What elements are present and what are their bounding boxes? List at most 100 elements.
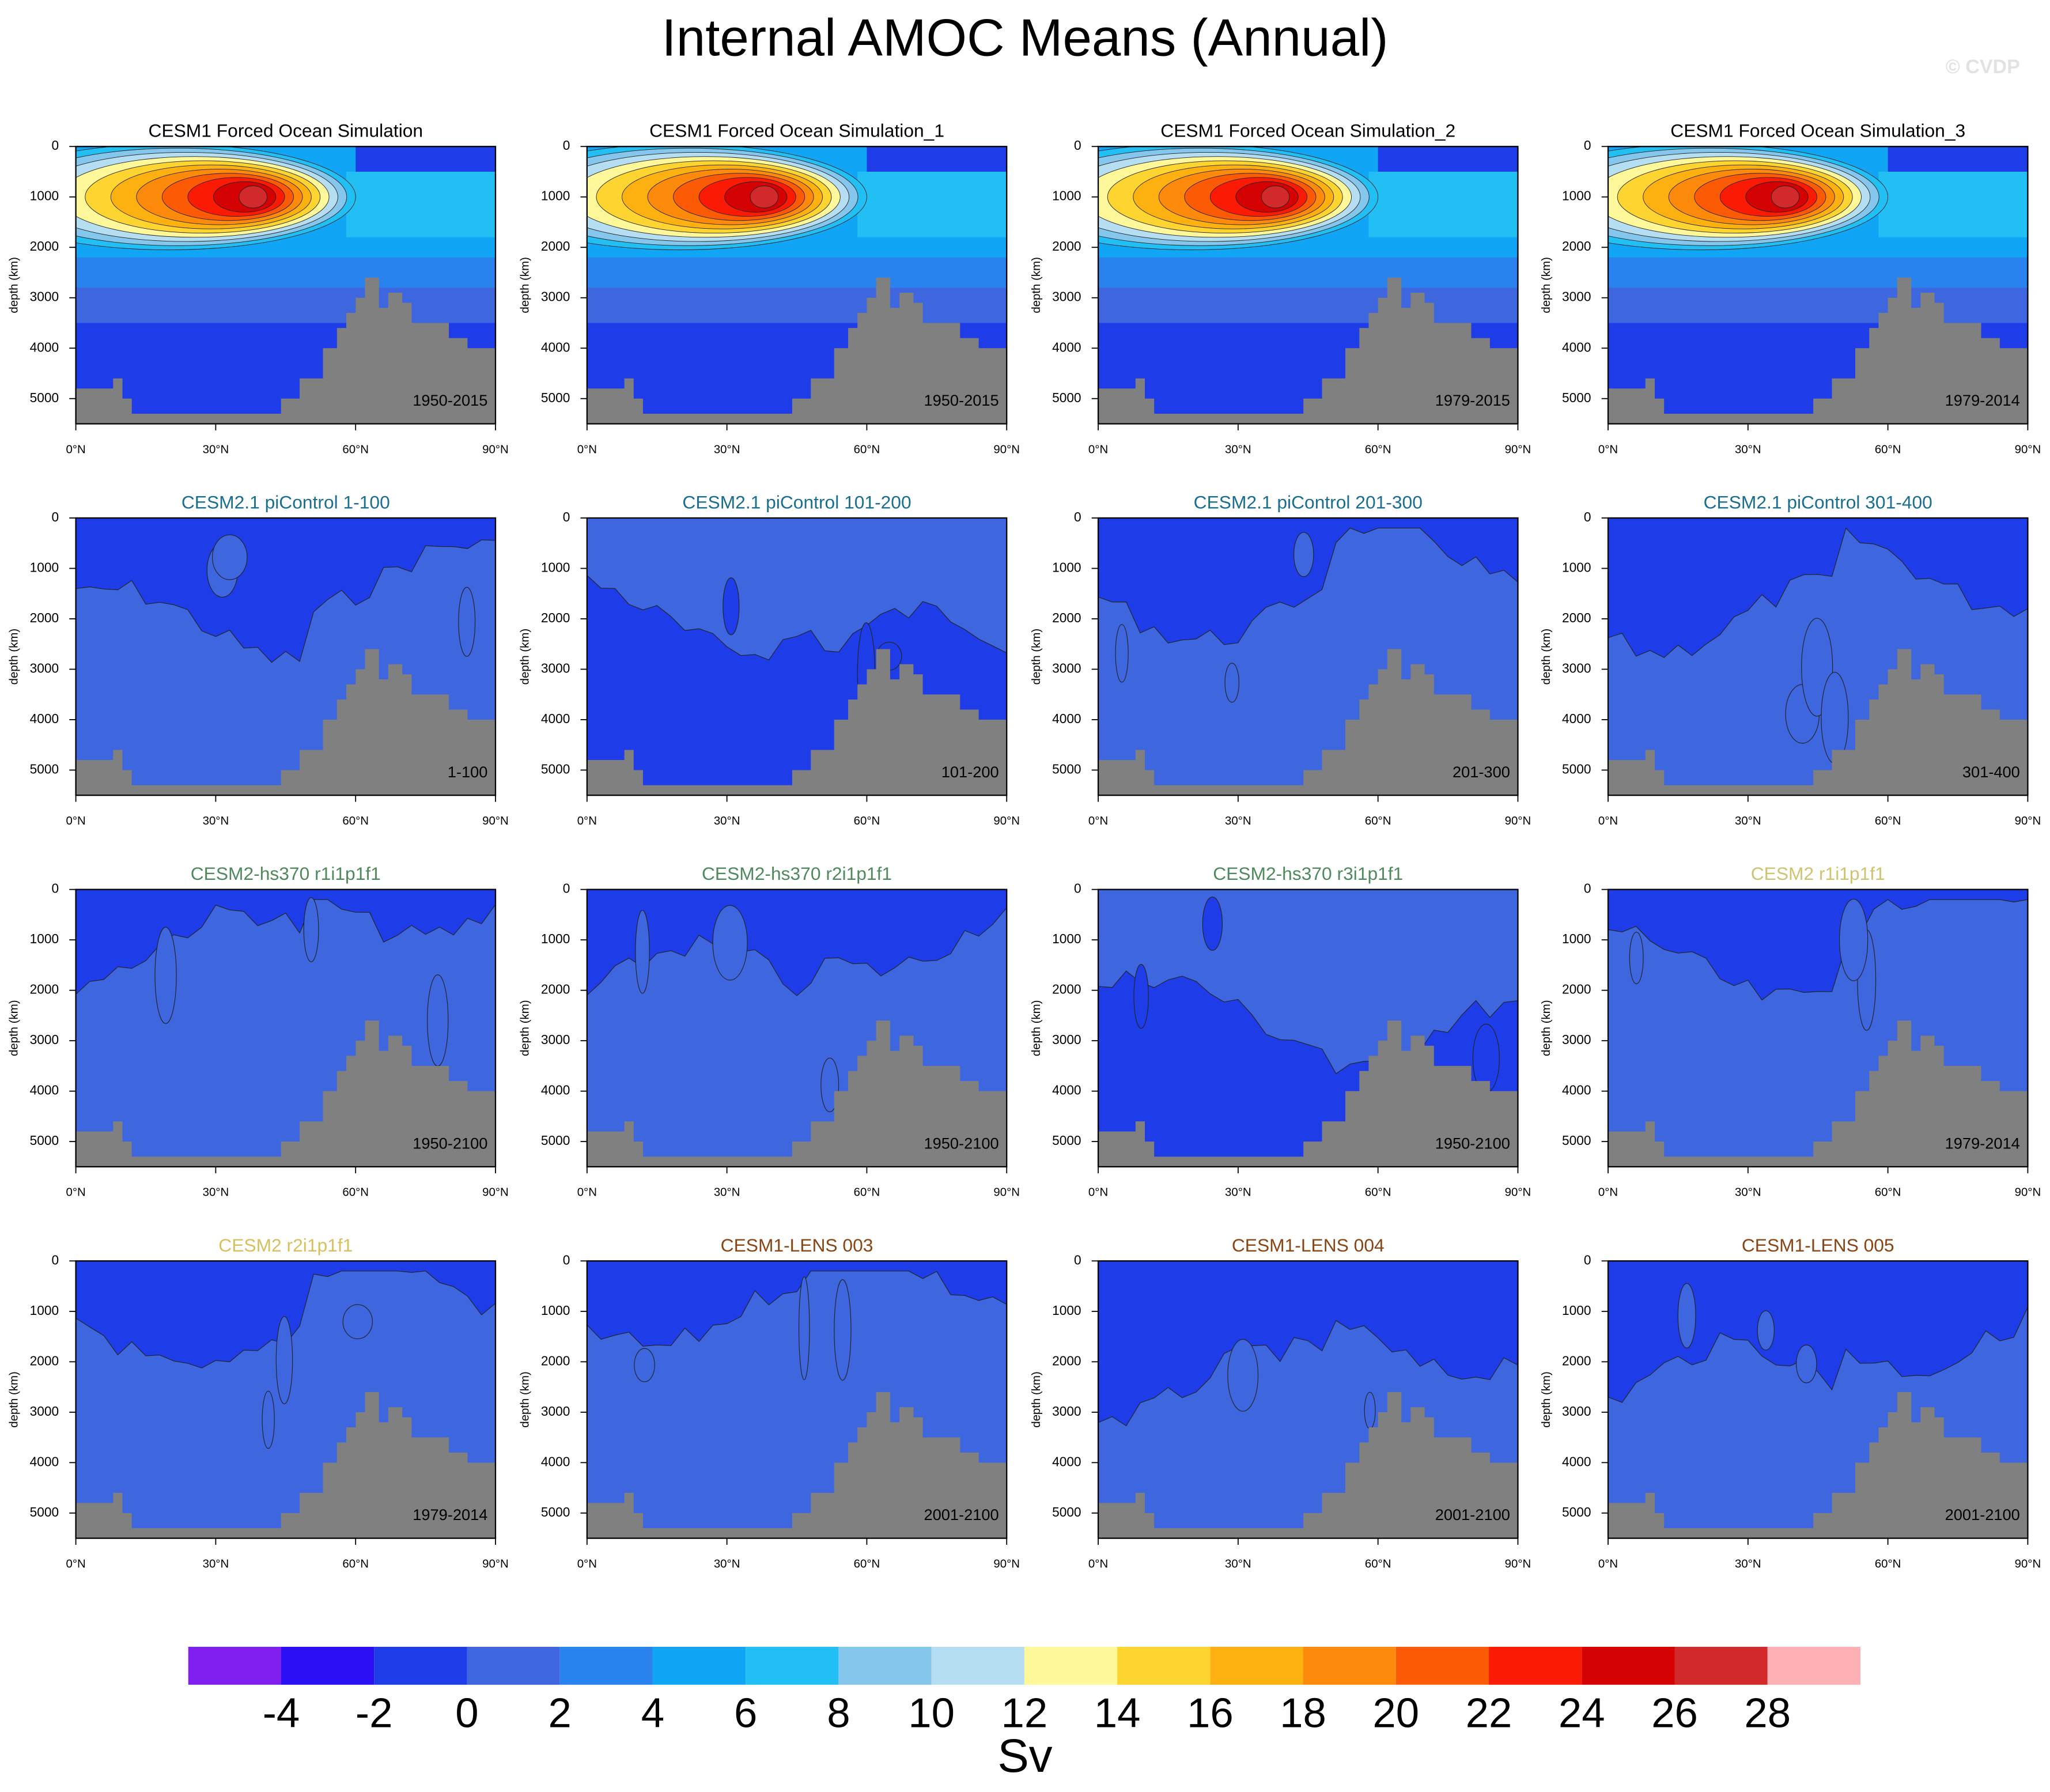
y-tick-label: 0 [1074, 509, 1081, 524]
x-tick-label: 90°N [2015, 815, 2041, 827]
contour-fill [1608, 889, 2028, 1001]
x-tick-label: 0°N [66, 1557, 85, 1570]
plot-frame [586, 146, 1008, 425]
colorbar-label: 22 [1466, 1690, 1512, 1737]
colorbar-box [1582, 1647, 1675, 1685]
y-tick-label: 1000 [30, 188, 59, 203]
contour-fill [587, 1261, 1007, 1347]
colorbar-label: 28 [1744, 1690, 1791, 1737]
y-tick-label: 4000 [541, 1454, 570, 1469]
x-tick-label: 90°N [482, 443, 509, 456]
panel-field [1608, 889, 2028, 1167]
y-tick-label: 2000 [30, 239, 59, 254]
x-tick-label: 30°N [714, 1557, 740, 1570]
colorbar-box [1674, 1647, 1768, 1685]
y-tick-label: 2000 [1052, 1353, 1081, 1368]
y-tick-label: 2000 [541, 239, 570, 254]
y-axis-label: depth (km) [519, 257, 532, 313]
contour-fill [587, 889, 1007, 996]
x-tick-label: 90°N [2015, 1557, 2041, 1570]
panel-field [587, 1261, 1007, 1538]
y-tick-label: 0 [51, 138, 59, 153]
colorbar-box [1489, 1647, 1582, 1685]
y-tick-label: 2000 [1562, 610, 1591, 625]
y-tick-label: 5000 [1052, 1504, 1081, 1519]
panel-annotation: 2001-2100 [1435, 1506, 1510, 1523]
panel-annotation: 1979-2014 [1945, 1134, 2020, 1152]
y-tick-label: 0 [1584, 509, 1591, 524]
panel-title: CESM1 Forced Ocean Simulation_1 [649, 120, 944, 141]
contour-fill [750, 186, 779, 209]
y-tick-label: 3000 [1562, 1404, 1591, 1419]
colorbar-box [188, 1647, 281, 1685]
x-tick-label: 30°N [714, 443, 740, 456]
y-tick-label: 5000 [30, 761, 59, 776]
x-tick-label: 30°N [1225, 443, 1251, 456]
bathymetry [1608, 277, 2028, 424]
x-tick-label: 90°N [2015, 443, 2041, 456]
bathymetry [1608, 1392, 2028, 1538]
y-tick-label: 0 [1584, 1252, 1591, 1267]
y-axis-label: depth (km) [1030, 629, 1043, 685]
y-tick-label: 3000 [541, 1404, 570, 1419]
x-tick-label: 90°N [482, 815, 509, 827]
y-tick-label: 4000 [30, 1454, 59, 1469]
plot-frame [75, 517, 497, 796]
x-tick-label: 0°N [1598, 1557, 1618, 1570]
bathymetry [75, 1392, 496, 1538]
bathymetry [1608, 649, 2028, 796]
plot-frame [1607, 889, 2029, 1168]
contour-fill [1888, 146, 2028, 172]
panel-title: CESM2.1 piControl 101-200 [682, 492, 911, 512]
y-tick-label: 0 [1074, 881, 1081, 896]
x-tick-label: 30°N [714, 1186, 740, 1199]
colorbar-box [1303, 1647, 1396, 1685]
contour-fill [1771, 186, 1800, 209]
y-tick-label: 2000 [1562, 239, 1591, 254]
contour-fill [275, 1316, 293, 1404]
x-tick-label: 60°N [342, 1186, 369, 1199]
x-tick-label: 0°N [577, 1186, 597, 1199]
x-tick-label: 30°N [203, 443, 229, 456]
y-tick-label: 1000 [541, 559, 570, 574]
contour-fill [154, 927, 177, 1024]
x-tick-label: 90°N [1505, 1557, 1531, 1570]
panel-field [587, 146, 1007, 424]
colorbar-label: -4 [263, 1690, 300, 1737]
contour-fill [75, 517, 496, 663]
panel-title: CESM1-LENS 005 [1742, 1235, 1894, 1256]
y-tick-label: 1000 [30, 931, 59, 946]
y-tick-label: 4000 [1052, 339, 1081, 354]
x-tick-label: 60°N [854, 1186, 880, 1199]
y-tick-label: 5000 [1562, 1133, 1591, 1148]
x-tick-label: 30°N [1735, 1186, 1761, 1199]
x-tick-label: 30°N [203, 1186, 229, 1199]
x-tick-label: 0°N [1088, 1186, 1108, 1199]
colorbar-label: -2 [355, 1690, 393, 1737]
y-axis-label: depth (km) [1540, 629, 1553, 685]
plot-frame [586, 517, 1008, 796]
y-tick-label: 3000 [30, 660, 59, 675]
contour-fill [857, 171, 1007, 237]
y-tick-label: 4000 [541, 711, 570, 726]
y-tick-label: 1000 [1562, 559, 1591, 574]
y-tick-label: 5000 [1562, 761, 1591, 776]
x-tick-label: 0°N [1598, 443, 1618, 456]
x-tick-label: 30°N [1735, 1557, 1761, 1570]
y-tick-label: 2000 [1562, 1353, 1591, 1368]
bathymetry [75, 277, 496, 424]
panel-field [75, 146, 496, 424]
contour-fill [239, 186, 267, 209]
contour-fill [427, 974, 449, 1067]
y-tick-label: 4000 [1562, 711, 1591, 726]
panel-annotation: 1950-2015 [924, 391, 998, 409]
colorbar-box [931, 1647, 1024, 1685]
x-tick-label: 60°N [854, 443, 880, 456]
contour-fill [342, 1304, 373, 1340]
plot-frame [1097, 146, 1519, 425]
x-tick-label: 60°N [1365, 1186, 1391, 1199]
x-tick-label: 30°N [1735, 815, 1761, 827]
contour-fill [75, 1261, 496, 1368]
panel-title: CESM1 Forced Ocean Simulation_3 [1670, 120, 1965, 141]
